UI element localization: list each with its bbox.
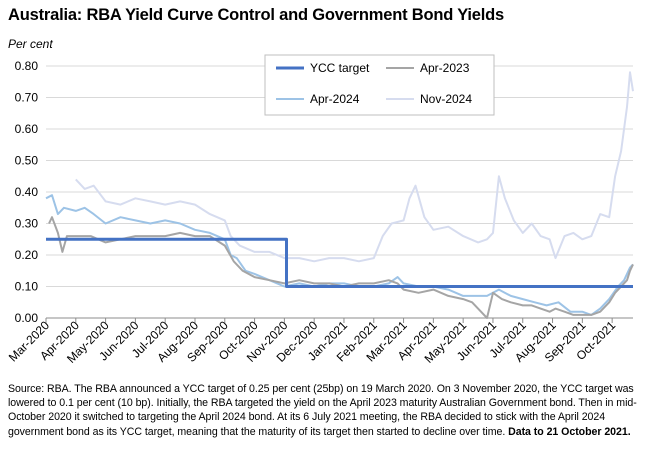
- source-note: Source: RBA. The RBA announced a YCC tar…: [8, 382, 644, 439]
- y-tick-label: 0.70: [15, 91, 39, 105]
- source-data-date: Data to 21 October 2021.: [508, 425, 631, 438]
- legend-box: [264, 54, 495, 116]
- y-tick-label: 0.30: [15, 217, 39, 231]
- chart-title: Australia: RBA Yield Curve Control and G…: [8, 6, 505, 24]
- y-tick-label: 0.80: [15, 59, 39, 73]
- legend-label: Apr-2024: [310, 92, 360, 106]
- y-tick-label: 0.00: [15, 311, 39, 325]
- y-axis-unit-label: Per cent: [8, 37, 53, 51]
- y-tick-label: 0.60: [15, 122, 39, 136]
- y-tick-label: 0.50: [15, 154, 39, 168]
- y-tick-label: 0.20: [15, 248, 39, 262]
- line-chart: 0.000.100.200.300.400.500.600.700.80Mar-…: [6, 54, 634, 366]
- series-lines: [45, 71, 634, 319]
- series-line-ycc-target: [46, 237, 633, 288]
- source-text: Source: RBA. The RBA announced a YCC tar…: [8, 383, 637, 438]
- y-tick-label: 0.40: [15, 185, 39, 199]
- legend-label: YCC target: [310, 61, 370, 75]
- y-tick-label: 0.10: [15, 280, 39, 294]
- series-line-nov-2024: [75, 71, 634, 263]
- legend-label: Apr-2023: [420, 61, 470, 75]
- legend: YCC target Apr-2023 Apr-2024 Nov-2024: [264, 54, 495, 116]
- series-line-apr-2023: [48, 216, 634, 319]
- legend-label: Nov-2024: [420, 92, 472, 106]
